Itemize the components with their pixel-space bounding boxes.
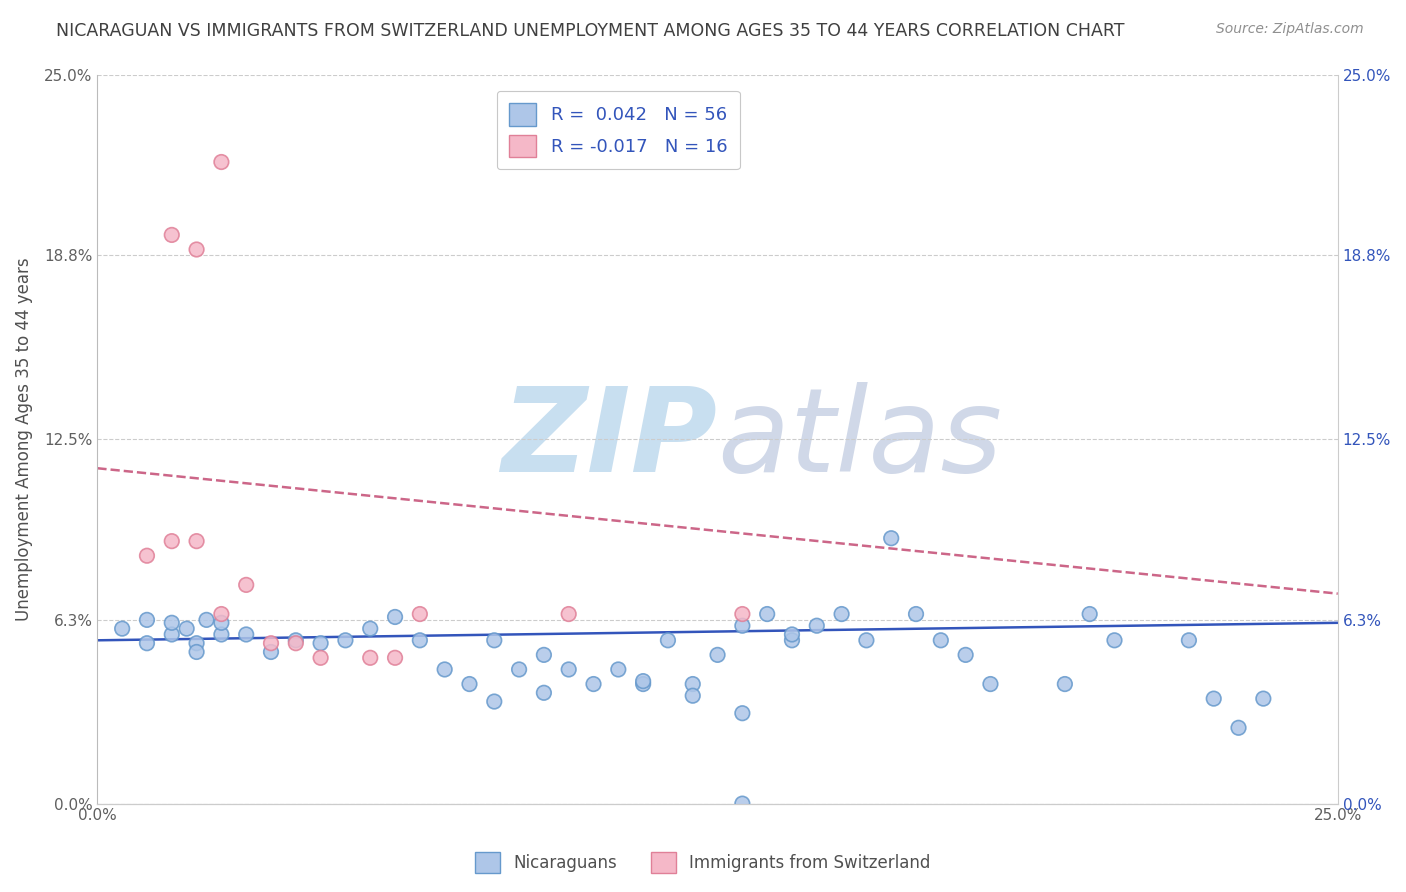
- Point: [359, 622, 381, 636]
- Point: [209, 627, 232, 641]
- Point: [284, 636, 307, 650]
- Point: [136, 636, 159, 650]
- Point: [309, 650, 332, 665]
- Point: [209, 155, 232, 169]
- Text: NICARAGUAN VS IMMIGRANTS FROM SWITZERLAND UNEMPLOYMENT AMONG AGES 35 TO 44 YEARS: NICARAGUAN VS IMMIGRANTS FROM SWITZERLAN…: [56, 22, 1125, 40]
- Point: [186, 636, 208, 650]
- Point: [235, 627, 257, 641]
- Point: [111, 622, 134, 636]
- Point: [384, 650, 406, 665]
- Point: [855, 633, 877, 648]
- Point: [731, 607, 754, 621]
- Point: [136, 613, 159, 627]
- Point: [682, 677, 704, 691]
- Point: [484, 694, 506, 708]
- Point: [806, 618, 828, 632]
- Point: [1227, 721, 1250, 735]
- Point: [508, 663, 530, 677]
- Point: [1178, 633, 1201, 648]
- Point: [557, 663, 579, 677]
- Point: [136, 549, 159, 563]
- Point: [409, 607, 432, 621]
- Point: [780, 627, 803, 641]
- Point: [433, 663, 456, 677]
- Point: [335, 633, 357, 648]
- Text: atlas: atlas: [717, 382, 1002, 496]
- Point: [682, 689, 704, 703]
- Point: [557, 607, 579, 621]
- Point: [1078, 607, 1101, 621]
- Point: [160, 534, 183, 549]
- Point: [160, 627, 183, 641]
- Point: [607, 663, 630, 677]
- Point: [160, 227, 183, 242]
- Point: [260, 645, 283, 659]
- Point: [731, 618, 754, 632]
- Point: [409, 633, 432, 648]
- Point: [756, 607, 779, 621]
- Point: [458, 677, 481, 691]
- Point: [631, 674, 654, 689]
- Point: [780, 633, 803, 648]
- Point: [929, 633, 952, 648]
- Point: [831, 607, 853, 621]
- Point: [160, 615, 183, 630]
- Point: [176, 622, 198, 636]
- Point: [905, 607, 928, 621]
- Point: [195, 613, 218, 627]
- Point: [1053, 677, 1076, 691]
- Point: [309, 636, 332, 650]
- Point: [186, 243, 208, 257]
- Point: [631, 677, 654, 691]
- Legend: Nicaraguans, Immigrants from Switzerland: Nicaraguans, Immigrants from Switzerland: [468, 846, 938, 880]
- Point: [359, 650, 381, 665]
- Point: [706, 648, 728, 662]
- Point: [186, 645, 208, 659]
- Point: [1104, 633, 1126, 648]
- Point: [731, 797, 754, 811]
- Text: ZIP: ZIP: [502, 382, 717, 497]
- Point: [260, 636, 283, 650]
- Point: [209, 607, 232, 621]
- Point: [533, 686, 555, 700]
- Point: [533, 648, 555, 662]
- Point: [209, 615, 232, 630]
- Y-axis label: Unemployment Among Ages 35 to 44 years: Unemployment Among Ages 35 to 44 years: [15, 257, 32, 621]
- Point: [186, 534, 208, 549]
- Point: [284, 633, 307, 648]
- Legend: R =  0.042   N = 56, R = -0.017   N = 16: R = 0.042 N = 56, R = -0.017 N = 16: [496, 91, 740, 169]
- Point: [484, 633, 506, 648]
- Point: [384, 610, 406, 624]
- Point: [235, 578, 257, 592]
- Point: [979, 677, 1001, 691]
- Point: [1253, 691, 1275, 706]
- Point: [731, 706, 754, 721]
- Point: [955, 648, 977, 662]
- Point: [582, 677, 605, 691]
- Text: Source: ZipAtlas.com: Source: ZipAtlas.com: [1216, 22, 1364, 37]
- Point: [1202, 691, 1225, 706]
- Point: [657, 633, 679, 648]
- Point: [880, 531, 903, 545]
